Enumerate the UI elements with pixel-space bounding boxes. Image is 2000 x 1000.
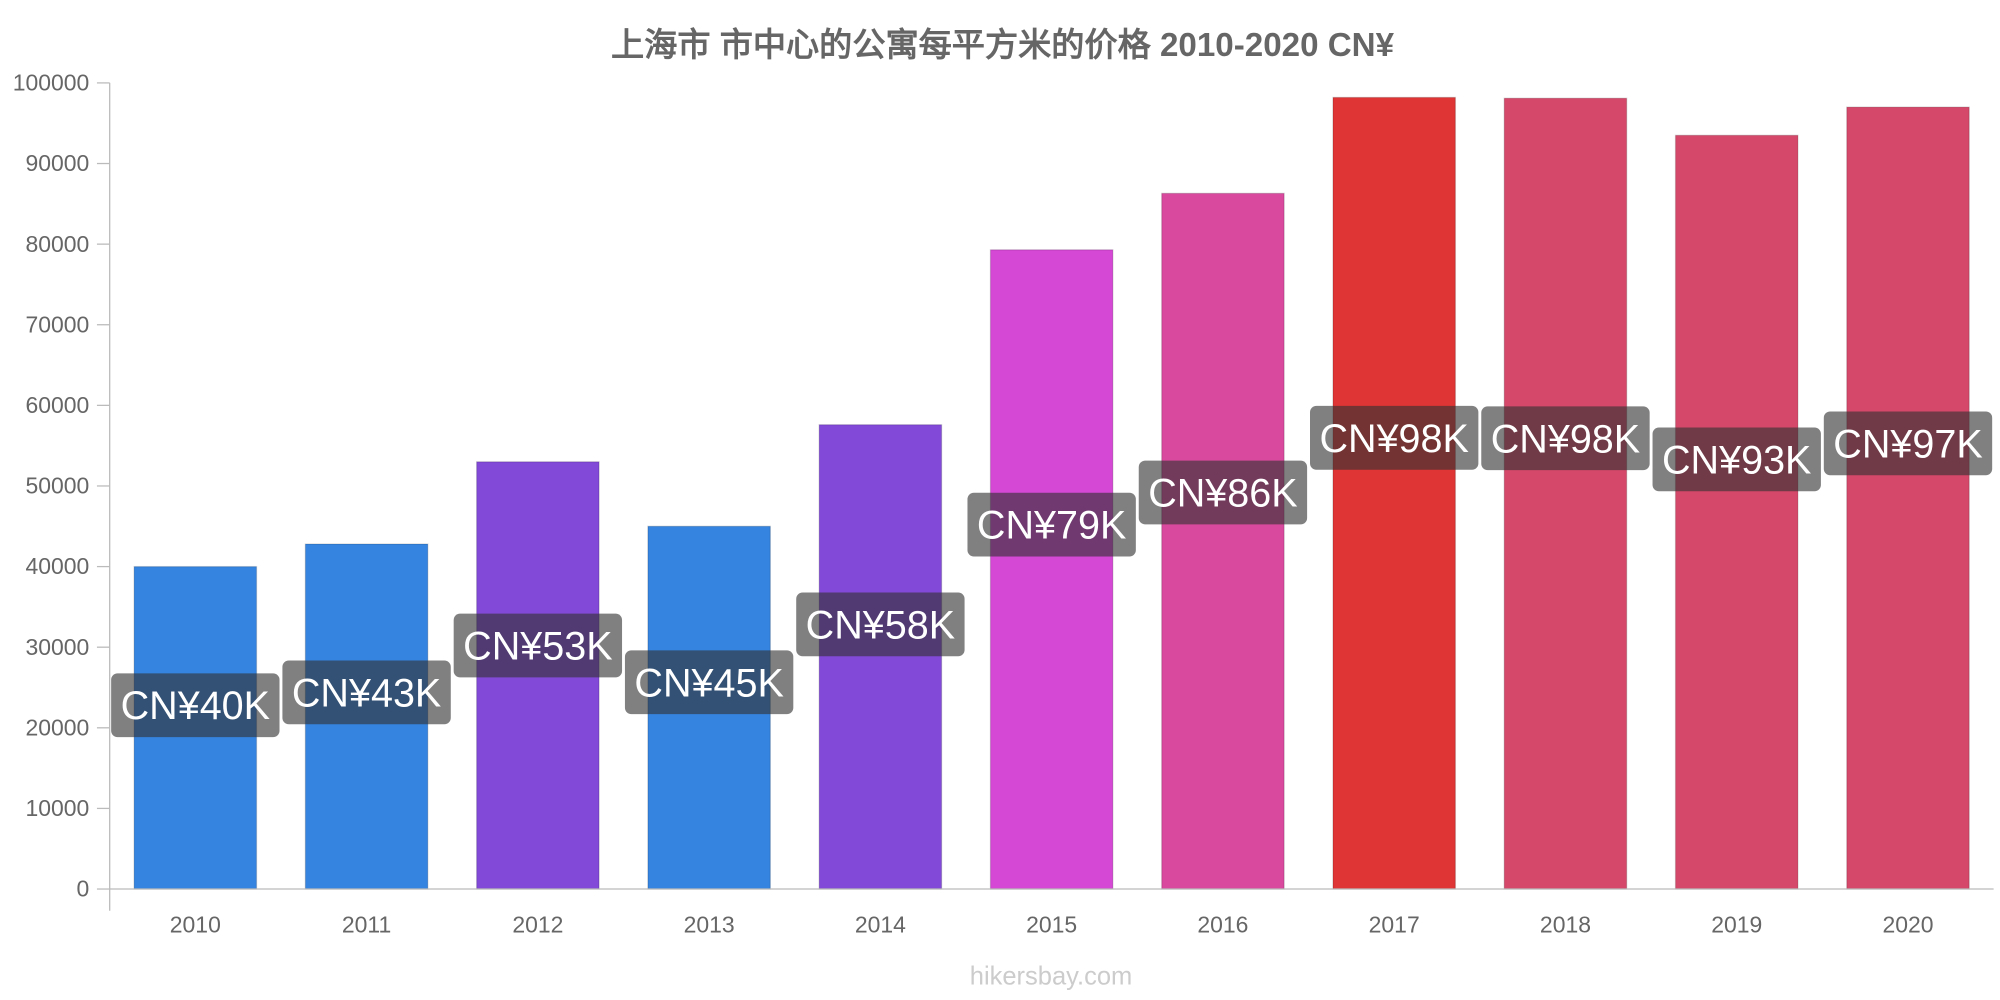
y-tick-label: 0 — [77, 876, 90, 902]
data-label-box — [1481, 406, 1650, 471]
bar-2020 — [1846, 106, 1970, 890]
data-label-text: CN¥53K — [463, 625, 612, 669]
y-tick-label: 50000 — [25, 473, 89, 499]
x-tick-label: 2019 — [1711, 911, 1762, 937]
data-label-text: CN¥98K — [1491, 417, 1640, 461]
data-label-box — [111, 673, 280, 738]
bar-2015 — [989, 249, 1114, 890]
data-label-2011: CN¥43K — [282, 660, 451, 725]
y-tick-label: 20000 — [25, 714, 89, 740]
data-label-2010: CN¥40K — [111, 673, 280, 738]
data-label-box — [453, 613, 623, 678]
x-tick-label: 2011 — [342, 911, 391, 937]
data-label-text: CN¥97K — [1833, 422, 1982, 466]
data-label-box — [967, 492, 1136, 557]
y-tick-label: 30000 — [25, 634, 89, 660]
y-tick-label: 60000 — [25, 392, 89, 418]
y-tick-label: 100000 — [13, 70, 90, 96]
x-axis: 2010 2011 2012 2013 2014 2015 2016 2017 2018 2019… — [109, 888, 1994, 937]
y-tick-label: 80000 — [25, 231, 89, 257]
data-label-box — [1823, 411, 1993, 476]
bar-2014 — [818, 424, 943, 890]
data-label-box — [1138, 460, 1308, 525]
bar-2018 — [1503, 97, 1628, 890]
data-label-2015: CN¥79K — [967, 492, 1136, 557]
data-label-2014: CN¥58K — [796, 592, 965, 657]
y-tick-label: 40000 — [25, 553, 89, 579]
data-label-text: CN¥98K — [1319, 417, 1468, 461]
data-label-2016: CN¥86K — [1138, 460, 1308, 525]
x-tick-label: 2018 — [1540, 911, 1591, 937]
x-tick-label: 2012 — [512, 911, 563, 937]
x-tick-label: 2014 — [855, 911, 906, 937]
x-tick-label: 2016 — [1197, 911, 1248, 937]
data-label-box — [796, 592, 965, 657]
watermark: hikersbay.com — [970, 963, 1133, 991]
data-label-2020: CN¥97K — [1823, 411, 1993, 476]
data-labels: CN¥40K CN¥43K CN¥53K CN¥45K CN¥58K CN¥79K CN¥8… — [111, 405, 1993, 738]
y-tick-label: 70000 — [25, 311, 89, 337]
x-tick-label: 2015 — [1026, 911, 1077, 937]
data-label-text: CN¥93K — [1662, 438, 1811, 482]
data-label-box — [1652, 427, 1821, 492]
x-tick-label: 2010 — [170, 911, 221, 937]
y-axis: 0 10000 20000 30000 40000 50000 60000 70000 8000… — [13, 70, 111, 911]
chart-title: 上海市 市中心的公寓每平方米的价格 2010-2020 CN¥ — [611, 26, 1395, 64]
data-label-box — [624, 650, 794, 715]
x-tick-label: 2017 — [1369, 911, 1420, 937]
data-label-box — [282, 660, 451, 725]
data-label-text: CN¥58K — [806, 603, 955, 647]
data-label-2012: CN¥53K — [453, 613, 623, 678]
data-label-text: CN¥86K — [1148, 472, 1297, 516]
bar-2017 — [1332, 96, 1457, 890]
x-tick-label: 2020 — [1882, 911, 1933, 937]
data-label-text: CN¥79K — [977, 504, 1126, 548]
data-label-2019: CN¥93K — [1652, 427, 1821, 492]
data-label-text: CN¥43K — [292, 671, 441, 715]
data-label-text: CN¥45K — [634, 661, 783, 705]
data-label-2018: CN¥98K — [1481, 406, 1650, 471]
data-label-text: CN¥40K — [121, 684, 270, 728]
x-tick-label: 2013 — [684, 911, 735, 937]
data-label-box — [1310, 405, 1479, 470]
y-tick-label: 10000 — [25, 795, 89, 821]
bar-2019 — [1674, 134, 1799, 890]
data-label-2017: CN¥98K — [1310, 405, 1479, 470]
y-tick-label: 90000 — [25, 150, 89, 176]
data-label-2013: CN¥45K — [624, 650, 794, 715]
bar-2016 — [1161, 192, 1285, 890]
